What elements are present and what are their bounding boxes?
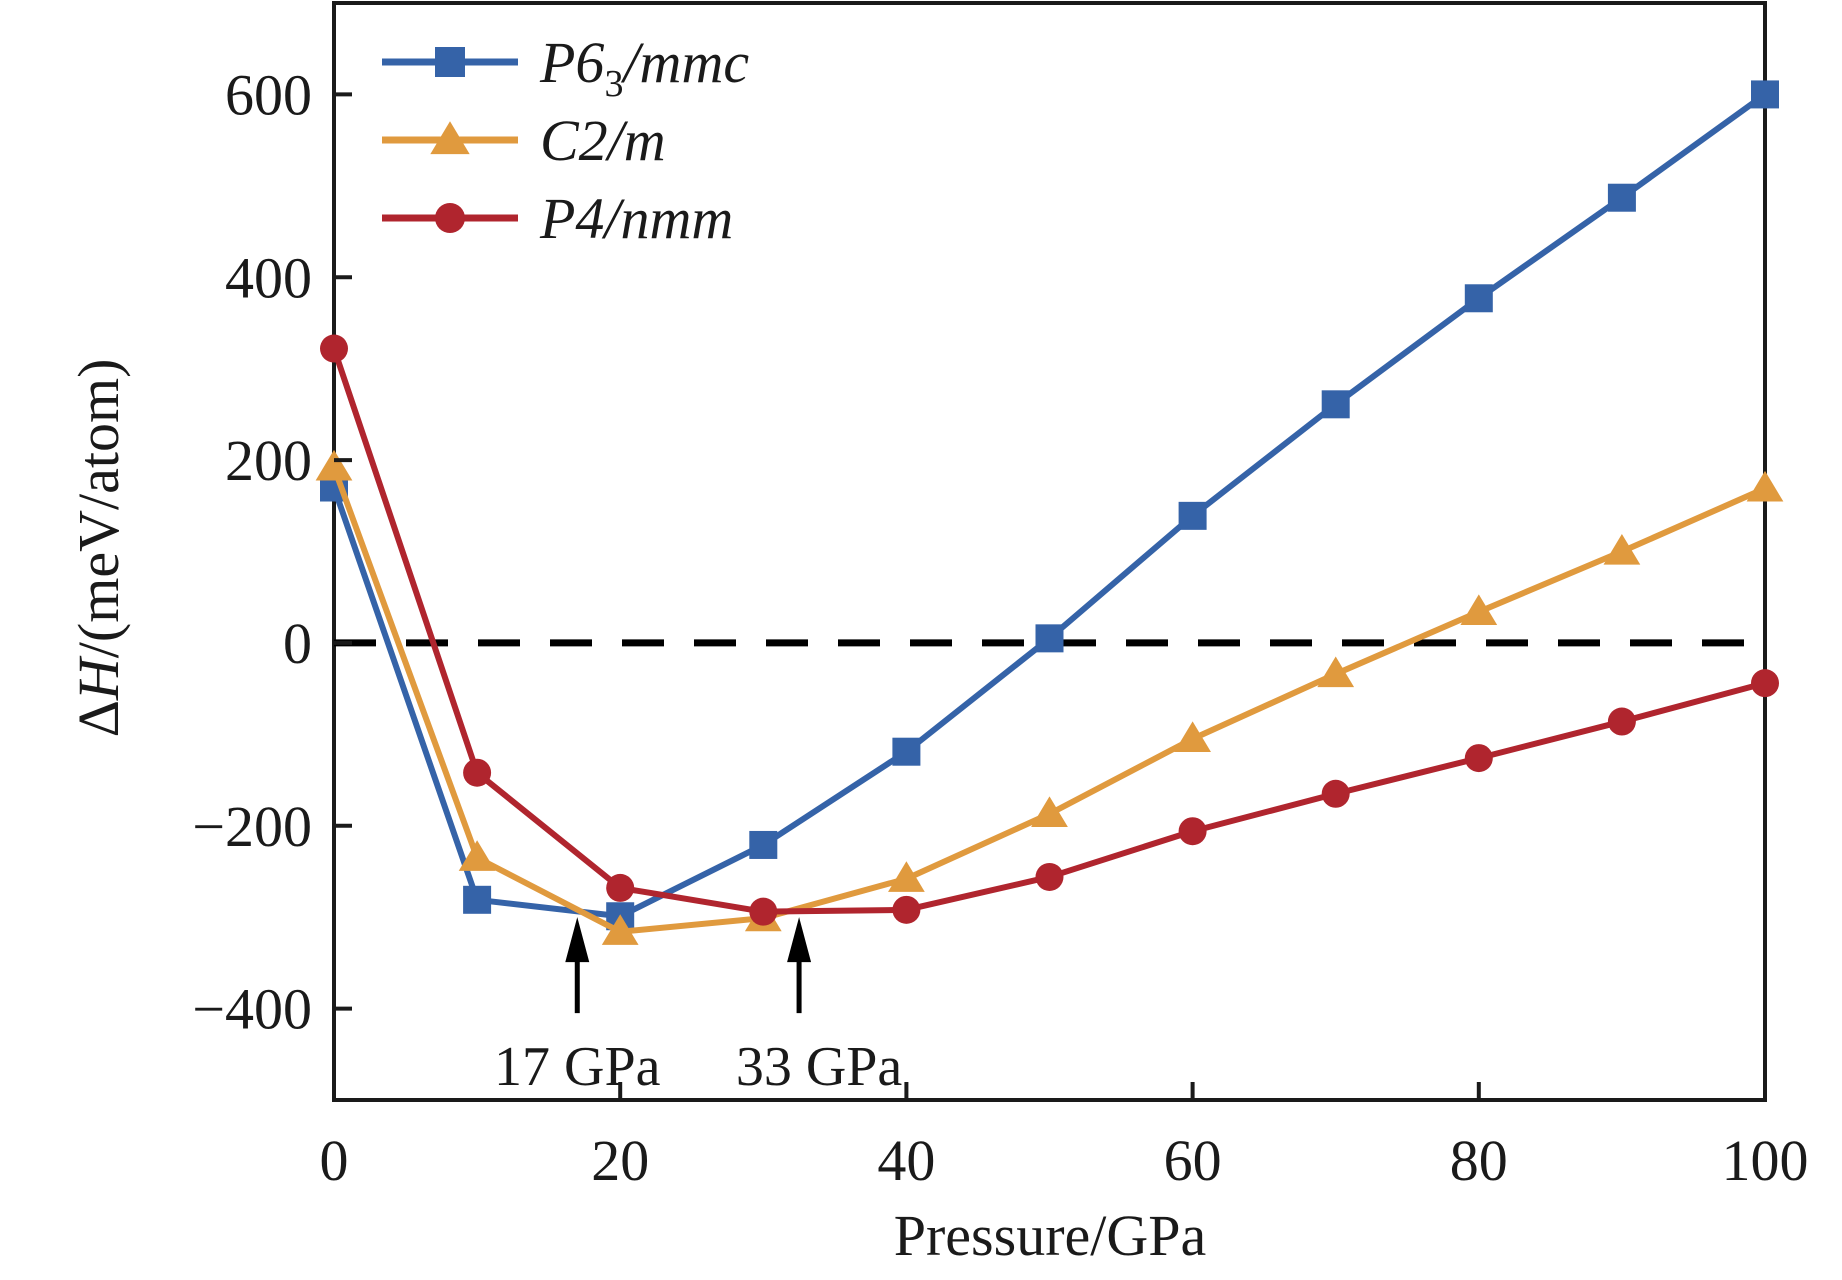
y-axis-title-delta: Δ <box>66 700 131 737</box>
data-point-triangle <box>601 914 639 945</box>
x-tick-label: 20 <box>591 1128 649 1193</box>
data-point-circle <box>749 897 778 926</box>
x-tick-label: 80 <box>1450 1128 1508 1193</box>
annotation-label: 33 GPa <box>736 1036 903 1098</box>
data-point-circle <box>1751 669 1779 698</box>
plot-area-border <box>332 1 1767 1102</box>
y-axis-title: ΔH/(meV/atom) <box>66 359 131 738</box>
data-point-triangle <box>1603 534 1641 565</box>
x-tick-label: 40 <box>877 1128 935 1193</box>
data-point-circle <box>463 758 492 787</box>
data-point-circle <box>320 334 348 363</box>
data-point-triangle <box>315 449 353 481</box>
x-axis-ticks: 0 20 40 60 80 100 <box>320 1082 1809 1193</box>
data-point-square <box>1751 80 1779 109</box>
y-axis-title-unit: /(meV/atom) <box>66 359 131 659</box>
y-tick-label: 0 <box>283 611 312 676</box>
data-point-square <box>1607 183 1636 212</box>
annotation-arrowhead <box>565 917 590 963</box>
data-point-triangle <box>1460 594 1498 625</box>
data-point-square <box>749 830 778 859</box>
data-point-triangle <box>1031 796 1068 827</box>
legend-label: C2/m <box>540 108 666 173</box>
x-tick-label: 0 <box>320 1128 349 1193</box>
data-point-square <box>463 885 492 914</box>
legend-label: P4/nmm <box>539 186 733 251</box>
x-axis-title: Pressure/GPa <box>894 1203 1207 1268</box>
data-point-triangle <box>1174 721 1211 753</box>
annotation-label: 17 GPa <box>494 1036 661 1098</box>
legend-item: P63/mmc <box>382 30 749 105</box>
annotation-arrowhead <box>787 917 812 963</box>
data-point-circle <box>1464 744 1493 773</box>
y-axis-title-var: H <box>66 655 131 701</box>
data-point-triangle <box>430 121 470 155</box>
data-point-circle <box>1035 862 1064 891</box>
data-point-triangle <box>888 861 925 892</box>
plot-frame <box>332 1 1767 1102</box>
data-point-circle <box>1607 707 1636 736</box>
data-point-square <box>1178 501 1207 530</box>
y-tick-label: −400 <box>192 977 312 1042</box>
y-tick-label: 600 <box>225 62 312 127</box>
data-point-triangle <box>1746 470 1784 502</box>
legend-item: C2/m <box>382 108 666 173</box>
series-layer <box>315 80 1784 945</box>
series-1 <box>315 449 1784 945</box>
y-tick-label: 200 <box>225 428 312 493</box>
data-point-square <box>1035 624 1064 653</box>
x-tick-label: 60 <box>1164 1128 1222 1193</box>
data-point-square <box>1464 284 1493 313</box>
data-point-circle <box>435 203 465 233</box>
data-point-circle <box>892 895 921 924</box>
data-point-triangle <box>458 840 496 871</box>
y-tick-label: 400 <box>225 245 312 310</box>
data-point-circle <box>1178 817 1207 846</box>
data-point-circle <box>1321 779 1350 808</box>
data-point-square <box>435 47 465 77</box>
y-tick-label: −200 <box>192 794 312 859</box>
legend-label: P63/mmc <box>539 30 749 105</box>
data-point-square <box>1321 390 1350 419</box>
series-line <box>331 466 1767 935</box>
y-axis-ticks: −400 −200 0 200 400 600 <box>192 62 352 1042</box>
data-point-triangle <box>1317 656 1355 688</box>
legend-item: P4/nmm <box>382 186 733 251</box>
data-point-square <box>892 737 921 766</box>
data-point-circle <box>606 873 635 902</box>
annotations: 17 GPa 33 GPa <box>494 917 902 1098</box>
x-tick-label: 100 <box>1722 1128 1809 1193</box>
series-2 <box>320 334 1779 926</box>
